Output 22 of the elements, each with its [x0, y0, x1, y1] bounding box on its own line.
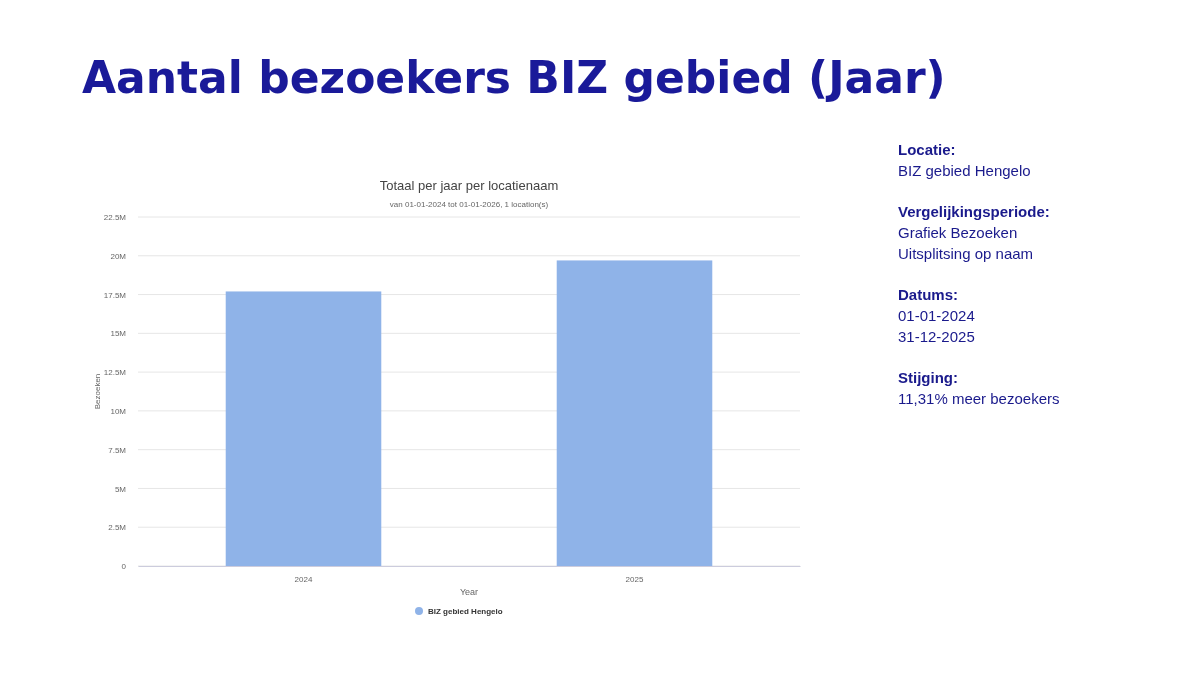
y-axis-title: Bezoeken — [93, 373, 102, 410]
y-tick-label: 12.5M — [103, 368, 127, 378]
x-tick-label: 2024 — [294, 574, 313, 584]
text: Stijging: 11,31% meer bezoekers — [898, 369, 1060, 407]
x-axis-title: Year — [459, 587, 479, 597]
y-tick-label: 7.5M — [108, 445, 127, 455]
y-tick-label: 20M — [110, 251, 127, 261]
text: Vergelijkingsperiode: Grafiek Bezoeken Uitsplitsing op naam — [898, 203, 1050, 262]
y-tick-label: 22.5M — [103, 213, 127, 223]
x-tick-label: 2025 — [625, 574, 644, 584]
chart-subtitle: Totaal per jaar per locatienaam — [379, 178, 559, 193]
y-tick-label: 0 — [121, 562, 127, 572]
y-tick-label: 5M — [114, 484, 127, 494]
y-tick-label: 17.5M — [103, 290, 127, 300]
y-tick-label: 2.5M — [108, 523, 127, 533]
y-tick-label: 10M — [110, 406, 127, 416]
y-tick-label: 15M — [110, 329, 127, 339]
text: Datums: 01-01-2024 31-12-2025 — [898, 286, 975, 345]
chart-title: Aantal bezoekers BIZ gebied (Jaar) — [82, 52, 946, 103]
text: van 01-01-2024 tot 01-01-2026, 1 location(s) — [389, 200, 549, 209]
text: Locatie: BIZ gebied Hengelo — [898, 141, 1031, 179]
legend-label: BIZ gebied Hengelo — [428, 607, 503, 616]
